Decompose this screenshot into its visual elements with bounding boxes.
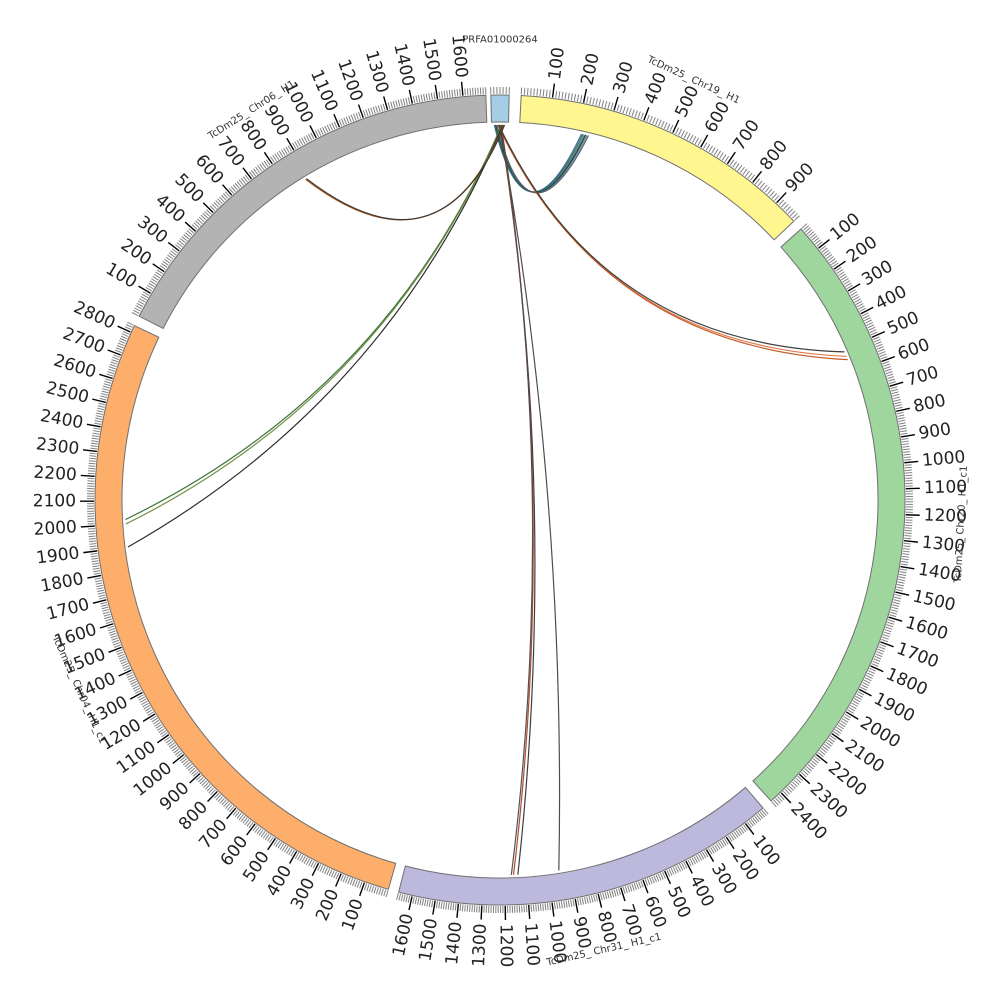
tick-label: 100 — [545, 46, 569, 81]
ticks-chr04 — [79, 321, 389, 898]
tick-label: 300 — [287, 875, 319, 913]
tick-label: 2200 — [33, 463, 77, 485]
tick-label: 2400 — [39, 406, 85, 433]
link-prfa-chr04 — [125, 124, 503, 521]
link-prfa-chr31 — [500, 124, 534, 875]
tick-label: 400 — [641, 70, 671, 107]
tick-label: 800 — [756, 137, 792, 175]
tick-label: 300 — [858, 256, 896, 290]
tick-label: 700 — [729, 116, 764, 154]
tick-label: 900 — [782, 159, 819, 196]
tick-label: 1400 — [389, 42, 418, 89]
link-prfa-chr19 — [496, 124, 588, 194]
tick-label: 800 — [593, 909, 620, 945]
ticks-layer — [79, 81, 920, 920]
tick-label: 1600 — [447, 34, 471, 79]
tick-label: 600 — [701, 98, 734, 136]
segment-chr04 — [94, 324, 397, 890]
tick-label: 500 — [884, 308, 922, 339]
segment-chr06 — [138, 94, 488, 330]
tick-label: 1500 — [911, 586, 958, 615]
link-prfa-chr06 — [306, 124, 506, 221]
segments-layer — [94, 94, 906, 906]
tick-label: 300 — [610, 59, 638, 96]
segment-chr19 — [519, 95, 795, 241]
segment-chr31 — [397, 786, 764, 906]
tick-label: 1600 — [389, 912, 418, 959]
link-prfa-chr04 — [127, 124, 504, 548]
ticks-chr20 — [771, 223, 920, 808]
tick-label: 1700 — [45, 595, 92, 625]
tick-label: 1100 — [520, 922, 543, 967]
link-prfa-chr31 — [498, 124, 561, 871]
tick-label: 2600 — [51, 351, 98, 383]
ticks-prfa — [490, 87, 510, 95]
tick-label: 200 — [577, 51, 603, 87]
tick-label: 1300 — [361, 48, 392, 95]
tick-label: 1100 — [924, 477, 968, 498]
tick-label: 1200 — [495, 924, 516, 968]
tick-label: 2500 — [44, 378, 91, 408]
tick-label: 1000 — [921, 447, 966, 471]
tick-label: 900 — [917, 419, 952, 444]
tick-label: 2300 — [35, 434, 80, 459]
links-layer — [125, 124, 848, 875]
tick-label: 1300 — [469, 923, 491, 967]
ticks-chr31 — [396, 808, 769, 920]
tick-label: 1400 — [442, 921, 466, 966]
tick-label: 400 — [872, 282, 910, 315]
link-prfa-chr04 — [125, 124, 503, 525]
tick-label: 600 — [640, 893, 670, 930]
tick-label: 100 — [102, 259, 140, 293]
tick-label: 1800 — [39, 569, 85, 597]
tick-label: 700 — [617, 902, 646, 939]
tick-label: 100 — [338, 896, 368, 933]
tick-label: 2100 — [33, 491, 76, 511]
segment-chr20 — [752, 228, 906, 802]
tick-label: 200 — [312, 886, 343, 924]
tick-label: 1300 — [921, 533, 966, 557]
tick-label: 1600 — [903, 613, 950, 645]
tick-label: 700 — [904, 362, 941, 390]
ticks-chr06 — [131, 81, 487, 317]
tick-label: 600 — [895, 335, 932, 365]
tick-label: 1900 — [35, 543, 80, 568]
tick-label: 2000 — [33, 517, 77, 540]
segment-label-prfa: PRFA01000264 — [462, 35, 538, 46]
tick-label: 900 — [569, 915, 595, 951]
link-prfa-chr20 — [498, 124, 845, 353]
ticks-chr19 — [520, 83, 800, 221]
tick-label: 1500 — [415, 917, 442, 963]
tick-label: 800 — [912, 391, 948, 418]
segment-prfa — [490, 94, 510, 123]
tick-label: 1200 — [923, 505, 967, 527]
tick-label: 1500 — [418, 37, 444, 83]
